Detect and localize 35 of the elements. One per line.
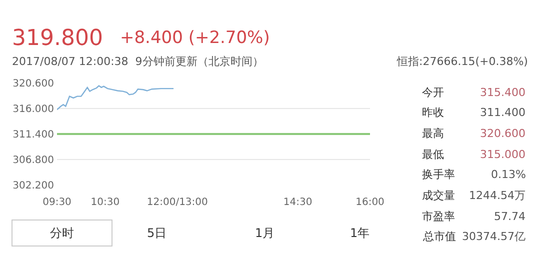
x-tick-label: 16:00 — [356, 197, 384, 208]
line-series — [57, 85, 174, 110]
text: 分时 — [50, 226, 74, 240]
text: 57.74 — [494, 210, 526, 223]
text: 315.000 — [480, 148, 526, 161]
text: 311.400 — [480, 106, 526, 119]
text: 市盈率 — [422, 210, 455, 223]
text: 315.400 — [480, 86, 526, 99]
text: 5日 — [147, 226, 167, 240]
x-tick-label: 14:30 — [283, 197, 312, 208]
chart-subtitle: +8.400 (+2.70%) — [120, 28, 270, 48]
text: 1244.54万 — [469, 189, 526, 202]
text: 最高 — [422, 127, 444, 140]
text: 0.13% — [491, 168, 526, 181]
text: 最低 — [422, 148, 444, 161]
text: 今开 — [422, 86, 444, 99]
text: 1年 — [350, 226, 370, 240]
text: 总市值 — [422, 230, 456, 243]
chart-title: 319.800 — [12, 26, 103, 51]
text: 30374.57亿 — [462, 230, 526, 243]
text: 成交量 — [422, 189, 455, 202]
y-tick-label: 306.800 — [12, 155, 54, 166]
y-tick-label: 320.600 — [12, 78, 54, 90]
x-tick-label: 12:00/13:00 — [146, 197, 208, 208]
text: 320.600 — [480, 127, 526, 140]
y-tick-label: 311.400 — [12, 130, 54, 140]
y-tick-label: 316.000 — [12, 104, 54, 115]
text: 恒指:27666.15(+0.38%) — [396, 55, 528, 68]
text: 1月 — [255, 226, 275, 240]
text: 换手率 — [422, 168, 455, 181]
text: 2017/08/07 12:00:38 9分钟前更新（北京时间） — [12, 55, 264, 68]
text: 昨收 — [422, 106, 444, 119]
x-tick-label: 10:30 — [90, 197, 120, 208]
x-tick-label: 09:30 — [42, 197, 72, 208]
y-tick-label: 302.200 — [12, 180, 54, 192]
